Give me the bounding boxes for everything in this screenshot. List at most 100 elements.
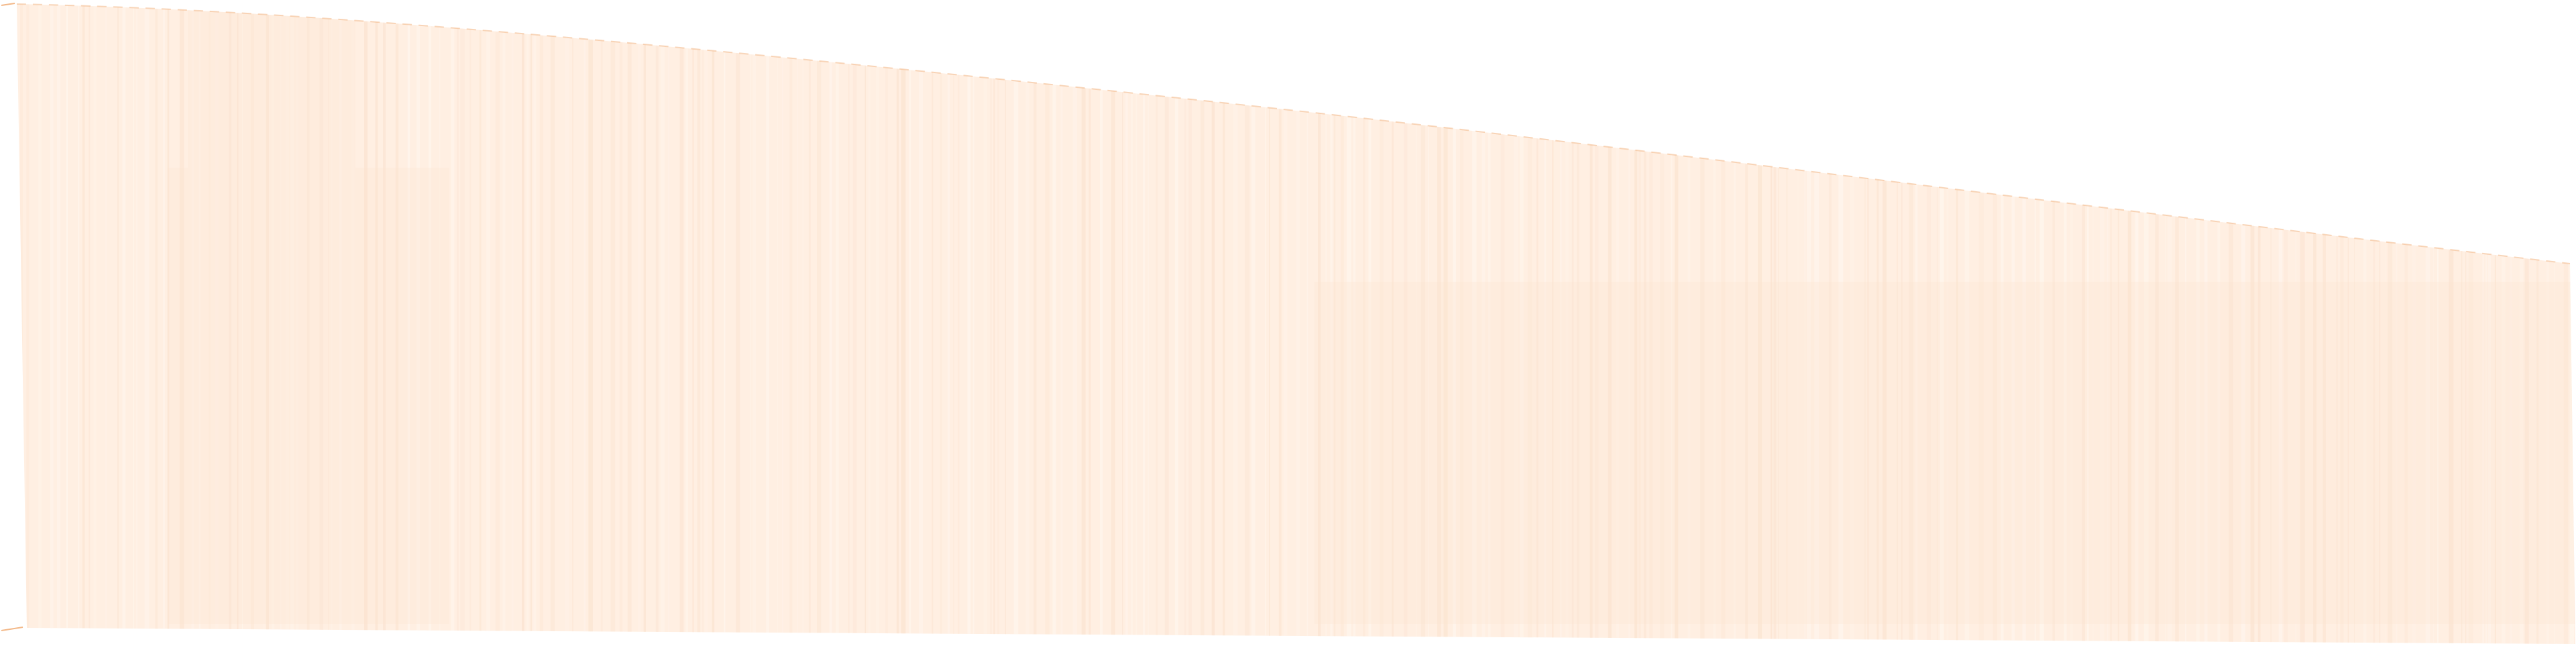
grain-streak: [660, 4, 665, 644]
grain-streak: [339, 4, 342, 644]
grain-streak: [1616, 4, 1619, 644]
grain-streak: [2509, 4, 2512, 644]
grain-streak: [179, 4, 184, 644]
grain-streak: [789, 4, 793, 644]
grain-streak: [712, 4, 715, 644]
grain-streak: [2143, 4, 2149, 644]
grain-streak: [1368, 4, 1371, 644]
grain-streak: [1544, 4, 1547, 644]
grain-streak: [451, 4, 455, 644]
grain-streak: [2175, 4, 2179, 644]
wood-panel-shape: [17, 4, 2575, 644]
grain-streak: [2185, 4, 2186, 644]
grain-streak: [2270, 4, 2272, 644]
grain-streak: [2052, 4, 2055, 644]
grain-streak: [1571, 4, 1574, 644]
grain-streak: [1278, 4, 1282, 644]
grain-streak: [2336, 4, 2338, 644]
grain-streak: [237, 4, 239, 644]
grain-streak: [2502, 4, 2506, 644]
grain-streak: [133, 4, 135, 644]
grain-streak: [901, 4, 906, 644]
grain-streak: [704, 4, 708, 644]
grain-streak: [1269, 4, 1270, 644]
grain-streak: [1850, 4, 1854, 644]
grain-streak: [1460, 4, 1464, 644]
grain-streak: [155, 4, 158, 644]
grain-streak: [2546, 4, 2549, 644]
grain-streak: [1453, 4, 1456, 644]
grain-streak: [1807, 4, 1811, 644]
grain-streak: [2485, 4, 2487, 644]
grain-streak: [2295, 4, 2296, 644]
grain-streak: [395, 4, 399, 644]
grain-streak: [2465, 4, 2467, 644]
grain-streak: [2168, 4, 2172, 644]
grain-streak: [868, 4, 871, 644]
grain-streak: [1660, 4, 1665, 644]
grain-band: [168, 168, 449, 624]
grain-streak: [1634, 4, 1638, 644]
grain-streak: [495, 4, 500, 644]
grain-streak: [1897, 4, 1898, 644]
grain-streak: [2229, 4, 2233, 644]
grain-streak: [479, 4, 482, 644]
grain-streak: [1778, 4, 1779, 644]
grain-streak: [2388, 4, 2393, 644]
grain-streak: [89, 4, 91, 644]
grain-streak: [1143, 4, 1145, 644]
grain-streak: [600, 4, 603, 644]
grain-streak: [1135, 4, 1137, 644]
grain-streak: [967, 4, 971, 644]
grain-streak: [2373, 4, 2375, 644]
grain-streak: [685, 4, 688, 644]
grain-streak: [2250, 4, 2255, 644]
grain-streak: [972, 4, 974, 644]
grain-streak: [752, 4, 757, 644]
grain-streak: [296, 4, 299, 644]
grain-streak: [2461, 4, 2463, 644]
grain-streak: [572, 4, 573, 644]
grain-streak: [643, 4, 646, 644]
grain-streak: [1513, 4, 1518, 644]
grain-streak: [167, 4, 170, 644]
grain-streak: [2241, 4, 2245, 644]
grain-streak: [439, 4, 441, 644]
grain-streak: [1713, 4, 1716, 644]
grain-streak: [1318, 4, 1321, 644]
grain-streak: [1380, 4, 1384, 644]
grain-streak: [2135, 4, 2139, 644]
grain-streak: [1306, 4, 1308, 644]
grain-streak: [2437, 4, 2439, 644]
grain-streak: [1404, 4, 1408, 644]
grain-streak: [526, 4, 529, 644]
grain-streak: [1340, 4, 1344, 644]
grain-streak: [1687, 4, 1691, 644]
grain-streak: [1838, 4, 1844, 644]
grain-streak: [1671, 4, 1673, 644]
grain-streak: [285, 4, 290, 644]
grain-streak: [351, 4, 355, 644]
grain-streak: [539, 4, 544, 644]
grain-streak: [2412, 4, 2416, 644]
grain-streak: [2520, 4, 2524, 644]
grain-streak: [26, 4, 30, 644]
grain-streak: [1643, 4, 1646, 644]
grain-streak: [1346, 4, 1351, 644]
grain-streak: [486, 4, 491, 644]
grain-streak: [588, 4, 593, 644]
grain-streak: [697, 4, 701, 644]
grain-streak: [1978, 4, 1984, 644]
grain-streak: [2127, 4, 2131, 644]
grain-streak: [2322, 4, 2326, 644]
grain-streak: [1233, 4, 1238, 644]
grain-streak: [1500, 4, 1505, 644]
grain-streak: [1864, 4, 1866, 644]
grain-streak: [38, 4, 42, 644]
grain-streak: [1443, 4, 1448, 644]
grain-streak: [1174, 4, 1178, 644]
grain-streak: [1828, 4, 1832, 644]
grain-streak: [1428, 4, 1429, 644]
grain-streak: [1125, 4, 1128, 644]
